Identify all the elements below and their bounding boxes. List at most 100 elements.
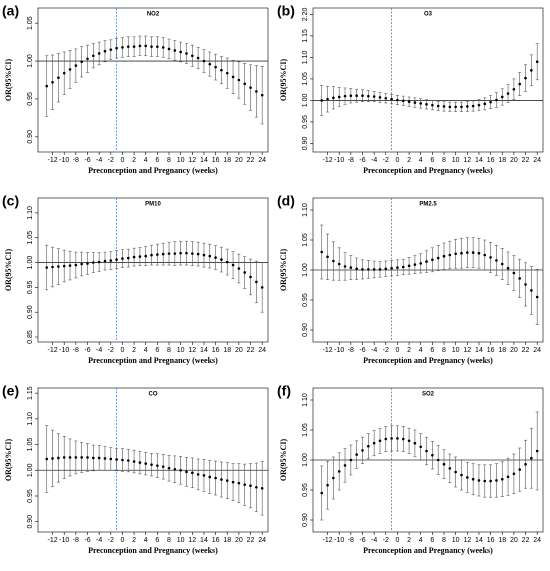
point bbox=[512, 271, 516, 275]
point bbox=[115, 458, 118, 461]
x-tick-label: 18 bbox=[223, 537, 231, 544]
point bbox=[524, 462, 527, 466]
y-tick-label: 1.10 bbox=[302, 51, 309, 65]
x-axis-label: Preconception and Pregnancy (weeks) bbox=[88, 546, 218, 555]
x-tick-label: -4 bbox=[371, 347, 377, 354]
point bbox=[225, 479, 229, 482]
point bbox=[407, 439, 411, 443]
point bbox=[489, 479, 492, 483]
y-tick-label: 1.00 bbox=[27, 54, 34, 68]
x-tick-label: 10 bbox=[452, 347, 460, 354]
point bbox=[361, 94, 364, 97]
point bbox=[179, 468, 182, 472]
point bbox=[231, 75, 235, 79]
x-tick-label: 14 bbox=[475, 537, 483, 544]
y-tick-label: 0.90 bbox=[302, 513, 309, 527]
x-tick-label: -10 bbox=[59, 347, 69, 354]
x-tick-label: 12 bbox=[463, 537, 471, 544]
point bbox=[202, 474, 206, 477]
point bbox=[489, 100, 492, 104]
x-tick-label: 2 bbox=[407, 537, 411, 544]
point bbox=[243, 271, 247, 274]
point bbox=[431, 103, 434, 107]
x-tick-label: -6 bbox=[359, 347, 365, 354]
y-axis-label: OR(95%CI) bbox=[4, 249, 13, 292]
point bbox=[518, 277, 522, 280]
point bbox=[500, 477, 504, 481]
point bbox=[367, 444, 370, 448]
point bbox=[243, 483, 247, 486]
chart-title: CO bbox=[149, 392, 158, 398]
x-tick-label: -4 bbox=[371, 537, 377, 544]
point bbox=[185, 52, 188, 55]
point bbox=[220, 258, 223, 261]
y-tick-label: 2.20 bbox=[302, 8, 309, 22]
x-tick-label: 14 bbox=[475, 157, 483, 164]
point bbox=[74, 456, 78, 459]
point bbox=[396, 98, 399, 102]
point bbox=[260, 286, 264, 289]
x-tick-label: 8 bbox=[442, 157, 446, 164]
x-tick-label: 10 bbox=[177, 537, 185, 544]
x-tick-label: 24 bbox=[533, 537, 541, 544]
point bbox=[220, 478, 223, 481]
x-tick-label: 4 bbox=[144, 347, 148, 354]
y-tick-label: 1.10 bbox=[27, 206, 34, 220]
x-tick-label: -12 bbox=[322, 157, 332, 164]
x-tick-label: -6 bbox=[359, 157, 365, 164]
point bbox=[460, 251, 463, 255]
point bbox=[109, 48, 113, 51]
point bbox=[255, 280, 258, 284]
x-tick-label: 24 bbox=[533, 347, 541, 354]
point bbox=[372, 268, 376, 271]
point bbox=[436, 458, 440, 462]
x-tick-label: 24 bbox=[258, 157, 266, 164]
point bbox=[86, 456, 89, 459]
point bbox=[349, 266, 353, 269]
point bbox=[68, 68, 72, 71]
point bbox=[92, 261, 95, 264]
point bbox=[454, 252, 457, 256]
y-tick-label: 0.90 bbox=[27, 130, 34, 144]
x-tick-label: 18 bbox=[498, 157, 506, 164]
x-tick-label: -4 bbox=[96, 157, 102, 164]
point bbox=[191, 252, 194, 255]
point bbox=[74, 64, 78, 67]
point bbox=[535, 60, 539, 64]
x-tick-label: 10 bbox=[452, 537, 460, 544]
point bbox=[506, 475, 510, 479]
point bbox=[156, 464, 159, 467]
point bbox=[57, 456, 60, 460]
chart-title: O3 bbox=[424, 12, 433, 18]
x-tick-label: -10 bbox=[59, 157, 69, 164]
point bbox=[483, 102, 487, 106]
y-tick-label: 0.90 bbox=[302, 323, 309, 337]
point bbox=[431, 453, 434, 457]
y-tick-label: 1.00 bbox=[27, 256, 34, 270]
point bbox=[68, 456, 72, 459]
point bbox=[495, 259, 498, 262]
x-tick-label: -8 bbox=[348, 157, 354, 164]
y-tick-label: 1.10 bbox=[302, 203, 309, 217]
point bbox=[144, 44, 148, 48]
plot-frame bbox=[37, 387, 269, 533]
x-tick-label: 22 bbox=[247, 157, 255, 164]
point bbox=[466, 105, 469, 108]
point bbox=[196, 56, 200, 60]
y-tick-label: 1.00 bbox=[302, 453, 309, 467]
point bbox=[92, 54, 95, 58]
x-tick-label: -12 bbox=[322, 347, 332, 354]
y-tick-label: 0.85 bbox=[27, 330, 34, 344]
point bbox=[138, 461, 142, 464]
x-tick-label: 6 bbox=[430, 537, 434, 544]
point bbox=[237, 267, 241, 270]
point bbox=[132, 255, 136, 259]
y-tick-label: 1.05 bbox=[302, 233, 309, 247]
point bbox=[173, 467, 177, 471]
x-tick-label: -4 bbox=[96, 347, 102, 354]
point bbox=[161, 465, 165, 468]
point bbox=[150, 463, 153, 466]
point bbox=[202, 59, 206, 63]
x-tick-label: 4 bbox=[419, 157, 423, 164]
point bbox=[92, 456, 95, 460]
